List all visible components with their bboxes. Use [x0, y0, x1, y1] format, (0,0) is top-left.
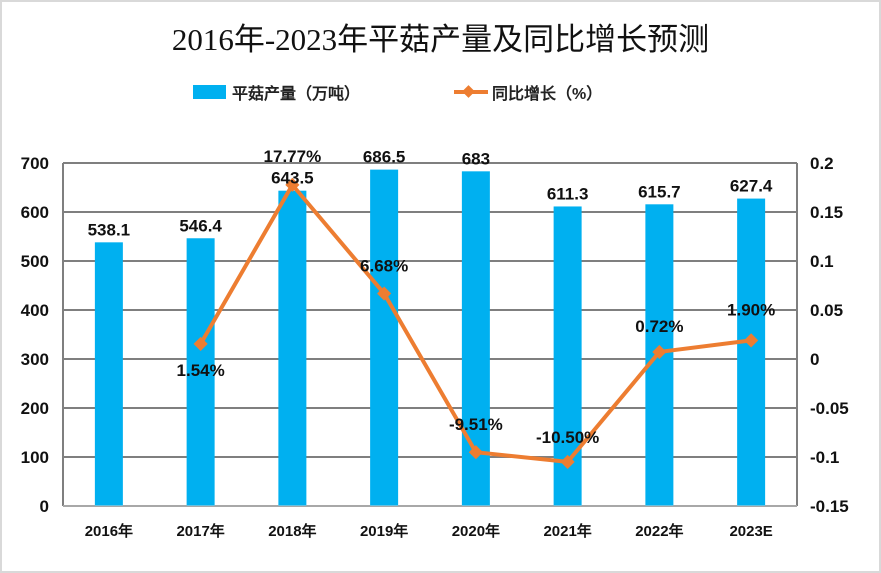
- legend-label-growth: 同比增长（%）: [492, 86, 603, 103]
- bar: [737, 198, 766, 506]
- legend-label-production: 平菇产量（万吨）: [232, 86, 361, 103]
- growth-value-label: 6.68%: [360, 257, 408, 276]
- y-right-tick-label: 0.2: [810, 154, 834, 173]
- growth-value-label: 17.77%: [264, 147, 322, 166]
- growth-value-label: -9.51%: [449, 415, 503, 434]
- growth-value-label: -10.50%: [536, 428, 599, 447]
- bar-value-label: 627.4: [730, 177, 773, 196]
- data-labels: 538.1 546.4 643.5 686.5 683 611.3 615.7 627.4 1.…: [88, 147, 776, 447]
- x-tick-label: 2016年: [85, 522, 133, 540]
- y-left-tick-label: 500: [21, 252, 49, 271]
- y-right-tick-label: 0: [810, 350, 819, 369]
- y-right-tick-label: 0.15: [810, 203, 843, 222]
- line-marker-diamond: [744, 333, 759, 348]
- axes: 0 100 200 300 400 500 600 700 -0.15 -0.1 -0.05 0 0.0…: [21, 154, 849, 540]
- y-left-tick-label: 200: [21, 399, 49, 418]
- x-tick-label: 2021年: [543, 522, 591, 540]
- bar-value-label: 611.3: [547, 184, 589, 203]
- line-series: [193, 177, 759, 469]
- line-marker-diamond: [377, 286, 392, 301]
- y-right-tick-label: -0.1: [810, 448, 839, 467]
- bar-value-label: 546.4: [179, 216, 222, 235]
- y-left-tick-label: 700: [21, 154, 49, 173]
- y-left-tick-label: 400: [21, 301, 49, 320]
- y-left-tick-label: 600: [21, 203, 49, 222]
- growth-value-label: 0.72%: [635, 317, 683, 336]
- y-left-tick-label: 100: [21, 448, 49, 467]
- growth-value-label: 1.54%: [177, 361, 225, 380]
- legend-line-diamond-icon: [452, 85, 490, 99]
- y-right-tick-label: -0.05: [810, 399, 849, 418]
- chart-legend: 平菇产量（万吨） 同比增长（%）: [0, 80, 881, 104]
- x-tick-label: 2022年: [635, 522, 683, 540]
- x-tick-label: 2020年: [452, 522, 500, 540]
- bar-series: [94, 169, 766, 507]
- bar: [94, 242, 123, 506]
- bar: [278, 190, 307, 506]
- growth-value-label: 1.90%: [727, 300, 775, 319]
- x-tick-label: 2017年: [176, 522, 224, 540]
- y-right-tick-label: 0.05: [810, 301, 843, 320]
- legend-item-growth: 同比增长（%）: [452, 80, 602, 104]
- legend-bar-swatch-icon: [193, 85, 226, 99]
- x-tick-label: 2019年: [360, 522, 408, 540]
- line-marker-diamond: [652, 344, 667, 360]
- y-left-tick-label: 300: [21, 350, 49, 369]
- bar-value-label: 643.5: [271, 169, 314, 188]
- legend-item-production: 平菇产量（万吨）: [193, 80, 360, 104]
- x-tick-label: 2023E: [729, 523, 772, 540]
- bar-value-label: 615.7: [638, 182, 681, 201]
- line-marker-diamond: [285, 177, 300, 192]
- bar-value-label: 683: [462, 149, 490, 168]
- y-left-tick-label: 0: [40, 497, 49, 516]
- bar: [186, 238, 215, 506]
- chart-title: 2016年-2023年平菇产量及同比增长预测: [171, 22, 710, 57]
- bar-value-label: 538.1: [88, 220, 131, 239]
- y-right-tick-label: -0.15: [810, 497, 849, 516]
- bar-value-label: 686.5: [363, 148, 406, 167]
- x-tick-label: 2018年: [268, 522, 316, 540]
- line-marker-diamond: [468, 445, 483, 460]
- y-right-tick-label: 0.1: [810, 252, 834, 271]
- gridlines: [63, 162, 797, 507]
- bar: [370, 169, 399, 507]
- line-marker-diamond: [193, 336, 208, 351]
- line-marker-diamond: [560, 454, 575, 469]
